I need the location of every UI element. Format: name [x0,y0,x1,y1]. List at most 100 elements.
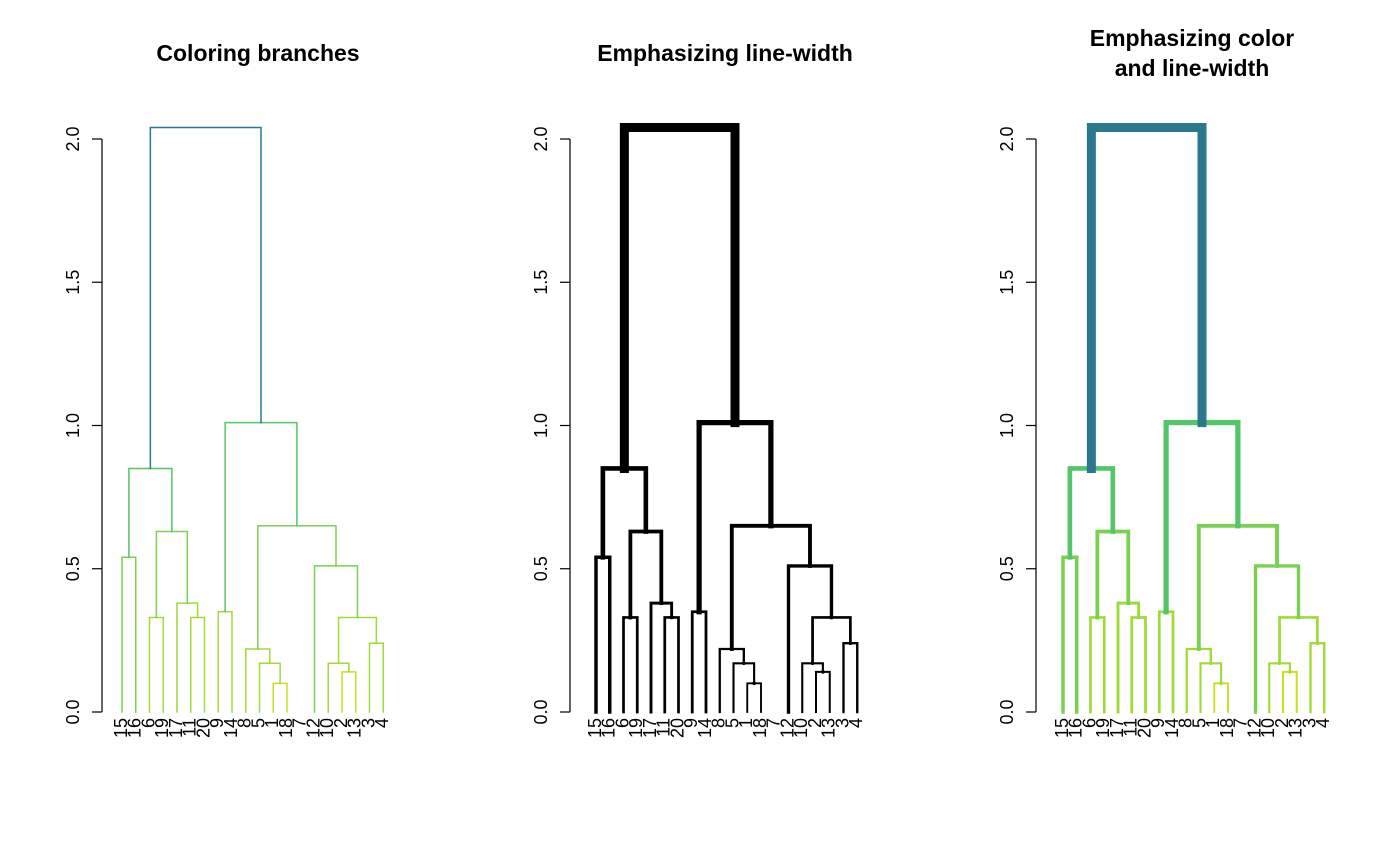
branch-B [1281,670,1298,714]
branch-I [811,616,852,665]
y-tick-label: 1.0 [997,413,1017,438]
y-axis: 0.0 0.5 1.0 1.5 2.0 [531,126,571,725]
leaf-label: 11 [1121,718,1141,737]
leaf-label: 5 [1189,718,1209,728]
branch-L [1253,564,1301,714]
leaf-label: 16 [125,718,145,738]
branch-J [217,610,233,713]
leaf-label: 7 [290,718,310,728]
branch-G [1089,616,1106,714]
y-tick-label: 0.0 [997,699,1017,724]
leaf-label: 17 [166,718,186,738]
leaf-label: 15 [111,718,131,738]
y-tick-label: 1.0 [531,413,551,438]
panel-3: 0.00.51.01.52.01516619171120914851187121… [997,123,1333,738]
y-tick-label: 1.5 [63,270,83,295]
branch-O [257,525,337,650]
branch-Q [1163,420,1241,615]
branch-P [1067,466,1116,560]
branch-A [746,682,762,713]
leaf-label: 8 [235,718,255,728]
y-tick-label: 0.0 [531,699,551,724]
branch-M [594,555,612,714]
leaf-label: 16 [1066,718,1086,738]
panel-1-title: Coloring branches [156,40,360,66]
branch-O [729,523,812,651]
leaf-label: 8 [1176,718,1196,728]
y-axis: 0.0 0.5 1.0 1.5 2.0 [997,126,1037,725]
branch-F [1309,642,1326,714]
leaf-label: 9 [207,718,227,728]
panel-1: 0.00.51.01.52.01516619171120914851187121… [63,126,392,738]
branch-C [258,662,281,713]
leaf-label: 5 [248,718,268,728]
branch-K [1116,601,1141,714]
leaf-label: 6 [612,718,632,728]
leaf-label: 19 [626,718,646,738]
branches [1061,123,1326,714]
branch-R [619,123,740,473]
y-axis: 0.0 0.5 1.0 1.5 2.0 [63,126,103,725]
branch-B [341,671,357,713]
leaf-label: 7 [764,718,784,728]
y-tick-label: 0.5 [63,556,83,581]
leaf-label: 13 [1286,718,1306,738]
branch-A [1213,682,1229,713]
leaf-label: 13 [819,718,839,738]
leaf-label: 18 [276,718,296,738]
leaf-label: 15 [1052,718,1072,738]
leaf-label: 4 [372,718,392,728]
branch-F [842,642,859,714]
branch-M [121,556,137,713]
branch-A [272,682,288,713]
branches [594,123,859,714]
branch-O [1196,523,1279,651]
y-tick-label: 1.5 [997,270,1017,295]
leaf-label: 2 [1272,718,1292,728]
y-tick-label: 2.0 [997,126,1017,151]
leaf-label: 18 [750,718,770,738]
leaf-label: 14 [1162,718,1182,738]
node-point-R [677,125,682,130]
y-tick-label: 2.0 [531,126,551,151]
branch-H [663,616,680,714]
branch-D [1268,662,1291,714]
branch-R [149,126,262,470]
branch-C [1199,662,1223,714]
leaf-label: 3 [358,718,378,728]
y-tick-label: 0.5 [531,556,551,581]
branch-D [327,662,350,713]
branch-E [1185,647,1212,714]
branch-N [155,530,189,619]
branch-L [786,564,834,714]
branch-B [814,670,831,714]
branch-H [1130,616,1147,714]
branch-F [368,642,384,713]
leaf-label: 9 [681,718,701,728]
branch-C [732,662,756,714]
leaf-label: 3 [832,718,852,728]
leaf-label: 19 [152,718,172,738]
leaf-label: 14 [695,718,715,738]
branch-Q [696,420,774,615]
branch-Q [224,421,298,613]
leaf-label: 7 [1231,718,1251,728]
y-tick-label: 0.0 [63,699,83,724]
y-tick-label: 1.5 [531,270,551,295]
branch-I [337,616,378,665]
leaf-label: 5 [722,718,742,728]
leaf-label: 17 [1107,718,1127,738]
y-tick-label: 1.0 [63,413,83,438]
leaf-label: 4 [1313,718,1333,728]
branch-K [176,602,199,713]
leaf-label: 16 [599,718,619,738]
branch-G [622,616,639,714]
y-tick-label: 0.5 [997,556,1017,581]
branch-H [190,616,206,713]
branch-D [801,662,824,714]
branch-P [128,467,173,559]
